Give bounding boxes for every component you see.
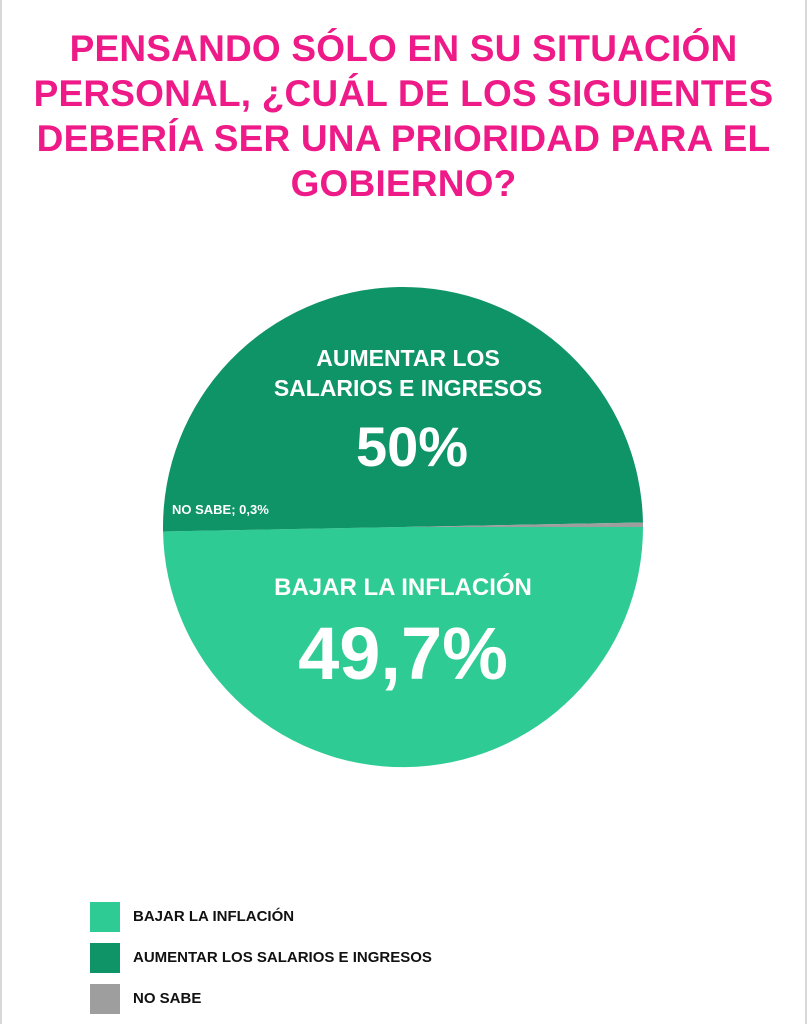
pie-labels: AUMENTAR LOS SALARIOS E INGRESOS 50% NO … <box>172 345 542 695</box>
slice-value-aumentar: 50% <box>356 415 468 478</box>
legend-swatch-aumentar-salarios <box>90 943 120 973</box>
slice-no-sabe <box>403 522 643 527</box>
slice-label-aumentar-line-1: AUMENTAR LOS <box>316 345 500 371</box>
slice-aumentar-salarios <box>162 286 643 532</box>
legend-label-aumentar-salarios: AUMENTAR LOS SALARIOS E INGRESOS <box>133 949 432 966</box>
slice-label-bajar: BAJAR LA INFLACIÓN <box>274 573 532 601</box>
legend-swatch-no-sabe <box>90 984 120 1014</box>
legend-label-bajar-inflacion: BAJAR LA INFLACIÓN <box>133 908 295 925</box>
slice-value-bajar: 49,7% <box>298 612 508 695</box>
legend-label-no-sabe: NO SABE <box>133 990 202 1007</box>
legend-swatch-bajar-inflacion <box>90 902 120 932</box>
pie-slices <box>162 286 644 768</box>
page-border-left <box>0 0 2 1024</box>
slice-label-aumentar-line-2: SALARIOS E INGRESOS <box>274 375 542 401</box>
slice-label-no-sabe: NO SABE; 0,3% <box>172 502 269 517</box>
page-border-right <box>805 0 807 1024</box>
slice-bajar-inflacion <box>163 527 644 768</box>
chart-title: PENSANDO SÓLO EN SU SITUACIÓN PERSONAL, … <box>33 28 774 204</box>
